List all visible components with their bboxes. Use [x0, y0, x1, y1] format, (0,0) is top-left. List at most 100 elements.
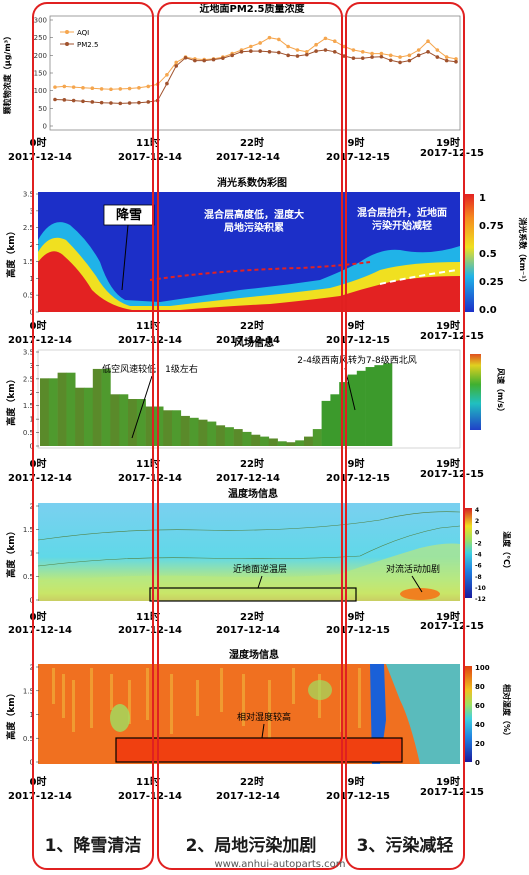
- data-point-PM2.5: [314, 49, 318, 53]
- data-point-PM2.5: [444, 58, 449, 63]
- data-point-PM2.5: [230, 53, 234, 58]
- wind-column: [40, 378, 50, 446]
- stage1-label: 1、降雪清洁: [45, 835, 142, 856]
- data-point-AQI: [351, 48, 356, 52]
- date-tick-label: 2017-12-15: [326, 791, 390, 802]
- wind-column: [216, 425, 226, 446]
- data-point-PM2.5: [165, 81, 169, 86]
- pm25-y-tick-label: 50: [38, 105, 47, 113]
- colorbar-tick-label: -2: [475, 540, 482, 547]
- wind-column: [136, 399, 146, 446]
- date-tick-label: 2017-12-14: [8, 473, 72, 484]
- pm25-y-tick-label: 150: [34, 70, 47, 78]
- data-point-AQI: [71, 85, 76, 89]
- wind-column: [348, 374, 358, 446]
- data-point-PM2.5: [137, 100, 141, 105]
- date-tick-label: 2017-12-14: [216, 335, 280, 346]
- wind-column: [75, 387, 85, 446]
- wind-column: [48, 378, 58, 446]
- temperature-panel: 温度场信息 近地面逆温层 对流活动加剧 00.511.52 高度（km） 420…: [5, 487, 512, 605]
- y-tick-label: 1.5: [23, 402, 34, 410]
- data-point-PM2.5: [183, 56, 188, 60]
- time-tick-label: 9时: [348, 319, 365, 332]
- data-point-PM2.5: [249, 49, 253, 53]
- date-tick-label: 2017-12-14: [8, 335, 72, 346]
- y-tick-label: 0: [30, 759, 34, 767]
- data-point-PM2.5: [435, 55, 440, 59]
- pm25-y-tick-label: 200: [34, 52, 47, 60]
- date-tick-label: 2017-12-14: [118, 335, 182, 346]
- wind-column: [119, 394, 129, 446]
- humidity-streak: [170, 674, 173, 734]
- wind-column: [189, 417, 199, 446]
- time-tick-label: 22时: [240, 136, 264, 149]
- high-humidity-box: [115, 737, 403, 763]
- data-point-PM2.5: [211, 57, 216, 62]
- colorbar-tick-label: -12: [475, 596, 486, 603]
- humidity-colorbar-ticks: 100 80 60 40 20 0: [475, 664, 490, 767]
- colorbar-tick-label: 4: [475, 507, 479, 514]
- panel1-ylabel: 颗粒物浓度（μg/m³）: [2, 32, 12, 114]
- temperature-colorbar-ticks: 4 2 0 -2 -4 -6 -8 -10 -12: [475, 507, 486, 603]
- wind-column: [110, 394, 120, 446]
- data-point-AQI: [286, 44, 290, 49]
- stage2-label: 2、局地污染加剧: [186, 835, 317, 856]
- wind-column: [321, 400, 331, 446]
- data-point-PM2.5: [332, 50, 337, 54]
- annotation-rise-line2: 污染开始减轻: [372, 219, 432, 232]
- data-point-PM2.5: [360, 56, 365, 60]
- humidity-streak: [90, 668, 93, 728]
- data-point-PM2.5: [342, 54, 346, 58]
- data-point-PM2.5: [146, 100, 151, 104]
- stage2-outline: [157, 2, 343, 870]
- legend-marker: [65, 42, 69, 46]
- temperature-contour-2: [37, 525, 461, 567]
- convection-arrow: [411, 575, 423, 593]
- data-point-AQI: [323, 36, 328, 41]
- temperature-contour-1: [37, 511, 461, 541]
- colorbar-tick-label: 0.75: [479, 221, 504, 232]
- humidity-patch: [308, 680, 332, 700]
- data-point-AQI: [398, 55, 402, 59]
- data-point-PM2.5: [295, 54, 300, 58]
- time-ticks-4: 0时2017-12-1411时2017-12-1422时2017-12-149时…: [8, 610, 484, 636]
- humidity-dry-region: [386, 664, 460, 764]
- pm25-legend: AQI PM2.5: [60, 29, 98, 49]
- watermark: www.anhui-autoparts.com: [214, 859, 345, 870]
- humidity-patch: [110, 704, 130, 732]
- data-point-PM2.5: [71, 98, 76, 103]
- colorbar-tick-label: 40: [475, 721, 485, 729]
- data-point-PM2.5: [286, 53, 290, 58]
- humidity-streak: [62, 674, 65, 718]
- annotation-wind-shift: 2-4级西南风转为7-8级西北风: [297, 354, 416, 366]
- data-point-PM2.5: [90, 100, 95, 104]
- data-point-PM2.5: [174, 64, 179, 68]
- data-point-AQI: [277, 37, 281, 42]
- extinction-colorbar: [463, 194, 474, 312]
- data-point-AQI: [304, 50, 309, 54]
- panel5-title: 湿度场信息: [229, 648, 279, 661]
- time-tick-label: 9时: [348, 457, 365, 470]
- data-point-AQI: [444, 55, 449, 59]
- pm25-y-tick-label: 100: [34, 87, 47, 95]
- snow-arrow: [121, 224, 129, 291]
- inversion-arrow: [257, 575, 263, 589]
- wind-profile-blocks: [40, 363, 393, 446]
- panel2-cbar-label: 消光系数（km⁻¹）: [518, 217, 528, 286]
- mixing-layer-rise-line: [379, 269, 459, 285]
- panel4-cbar-label: 温度（℃）: [502, 531, 512, 573]
- y-tick-label: 0.5: [23, 735, 34, 743]
- humidity-panel: 湿度场信息 相对湿度较高 0 0.5 1 1.5 2 高度（km） 100 80 60 40 2…: [5, 648, 512, 767]
- panel2-title: 消光系数伪彩图: [217, 176, 287, 189]
- data-point-PM2.5: [53, 97, 57, 102]
- data-point-PM2.5: [62, 98, 67, 102]
- time-ticks-1: 0时2017-12-1411时2017-12-1422时2017-12-149时…: [8, 136, 484, 163]
- data-point-AQI: [146, 84, 151, 89]
- data-point-AQI: [416, 48, 421, 52]
- annotation-convection: 对流活动加剧: [386, 563, 440, 575]
- data-point-AQI: [90, 86, 95, 90]
- wind-column: [207, 421, 217, 446]
- y-tick-label: 0.5: [23, 429, 34, 437]
- data-point-AQI: [165, 72, 169, 77]
- y-tick-label: 3: [30, 207, 34, 215]
